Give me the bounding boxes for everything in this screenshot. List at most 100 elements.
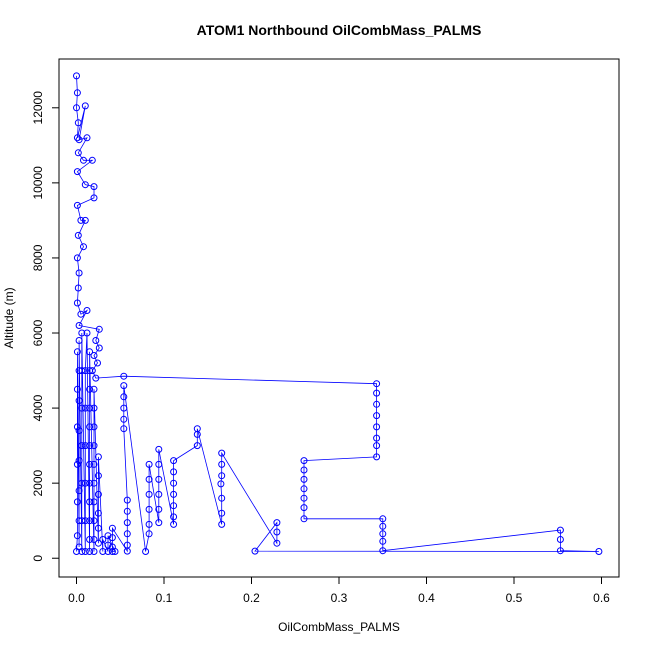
x-tick-label: 0.1 <box>156 591 173 605</box>
data-point <box>86 442 94 450</box>
plot-frame <box>58 58 620 578</box>
data-point <box>120 372 128 380</box>
data-point <box>94 359 101 367</box>
data-point <box>218 472 226 480</box>
data-point <box>104 548 112 555</box>
data-point <box>251 547 259 555</box>
data-point <box>300 466 308 474</box>
data-point <box>193 430 201 438</box>
data-point <box>108 534 116 542</box>
data-point <box>74 119 82 127</box>
data-point <box>90 404 98 412</box>
data-point <box>90 548 98 555</box>
data-point <box>373 400 381 408</box>
data-point <box>108 548 116 555</box>
data-point <box>74 231 82 239</box>
data-point <box>73 104 80 112</box>
data-point <box>86 517 94 525</box>
data-point <box>73 548 80 555</box>
y-tick-label: 0 <box>31 555 45 562</box>
data-point <box>170 520 178 528</box>
data-point <box>373 389 381 397</box>
x-tick-label: 0.0 <box>68 591 85 605</box>
data-point <box>73 89 81 97</box>
data-point <box>90 423 98 431</box>
data-point <box>75 427 83 435</box>
data-point <box>193 442 201 450</box>
data-point <box>218 449 226 457</box>
data-point <box>86 423 94 431</box>
series-line <box>76 75 599 553</box>
data-point <box>170 502 178 510</box>
data-point <box>373 380 381 388</box>
x-tick-label: 0.3 <box>331 591 348 605</box>
data-point <box>75 367 83 375</box>
data-point <box>300 457 308 465</box>
data-point <box>81 216 89 224</box>
data-point <box>94 490 102 498</box>
data-point <box>556 536 564 543</box>
data-point <box>86 348 94 356</box>
data-point <box>94 524 102 532</box>
data-point <box>75 517 83 525</box>
chart-title: ATOM1 Northbound OilCombMass_PALMS <box>197 22 482 38</box>
data-point <box>81 181 89 189</box>
data-point <box>373 434 381 442</box>
data-point <box>90 194 98 202</box>
x-tick-label: 0.5 <box>506 591 523 605</box>
x-tick-label: 0.6 <box>593 591 610 605</box>
data-point <box>73 201 81 209</box>
data-point <box>78 404 86 412</box>
data-point <box>90 385 98 393</box>
data-point <box>81 548 89 555</box>
data-point <box>155 445 163 453</box>
plot-area <box>73 72 603 555</box>
x-axis-label: OilCombMass_PALMS <box>278 620 400 634</box>
data-point <box>75 397 83 405</box>
data-point <box>86 460 94 468</box>
data-point <box>75 322 83 329</box>
data-point <box>86 536 94 543</box>
data-point <box>90 517 98 525</box>
data-point <box>170 468 178 476</box>
data-point <box>86 385 94 393</box>
data-point <box>155 519 163 527</box>
data-point <box>556 526 564 534</box>
data-point <box>90 498 98 506</box>
data-point <box>218 494 226 502</box>
data-point <box>155 505 163 513</box>
data-point <box>75 337 83 344</box>
x-axis: 0.0 0.1 0.2 0.3 0.4 0.5 0.6 <box>68 576 610 605</box>
data-point <box>104 532 112 540</box>
data-point <box>83 307 91 314</box>
data-point <box>90 442 98 450</box>
data-point <box>145 505 153 513</box>
data-point <box>379 515 387 523</box>
data-point <box>145 530 153 538</box>
data-point <box>218 520 226 528</box>
data-point <box>74 149 82 157</box>
data-point <box>90 352 98 359</box>
data-point <box>81 479 89 487</box>
data-point <box>99 536 107 543</box>
data-point <box>155 475 163 483</box>
data-point <box>108 524 116 532</box>
y-tick-label: 12000 <box>31 91 45 125</box>
data-point <box>123 496 131 504</box>
data-point <box>120 415 128 423</box>
data-point <box>90 479 98 487</box>
data-point <box>155 460 163 468</box>
data-point <box>75 487 83 495</box>
data-point <box>73 134 81 142</box>
data-point <box>73 348 81 356</box>
data-point <box>83 329 91 337</box>
data-point <box>300 494 308 502</box>
data-point <box>78 329 86 337</box>
data-point <box>170 479 178 487</box>
data-point <box>88 156 96 164</box>
data-point <box>75 136 83 144</box>
data-point <box>218 509 226 517</box>
x-tick-label: 0.2 <box>243 591 260 605</box>
data-point <box>80 243 87 251</box>
